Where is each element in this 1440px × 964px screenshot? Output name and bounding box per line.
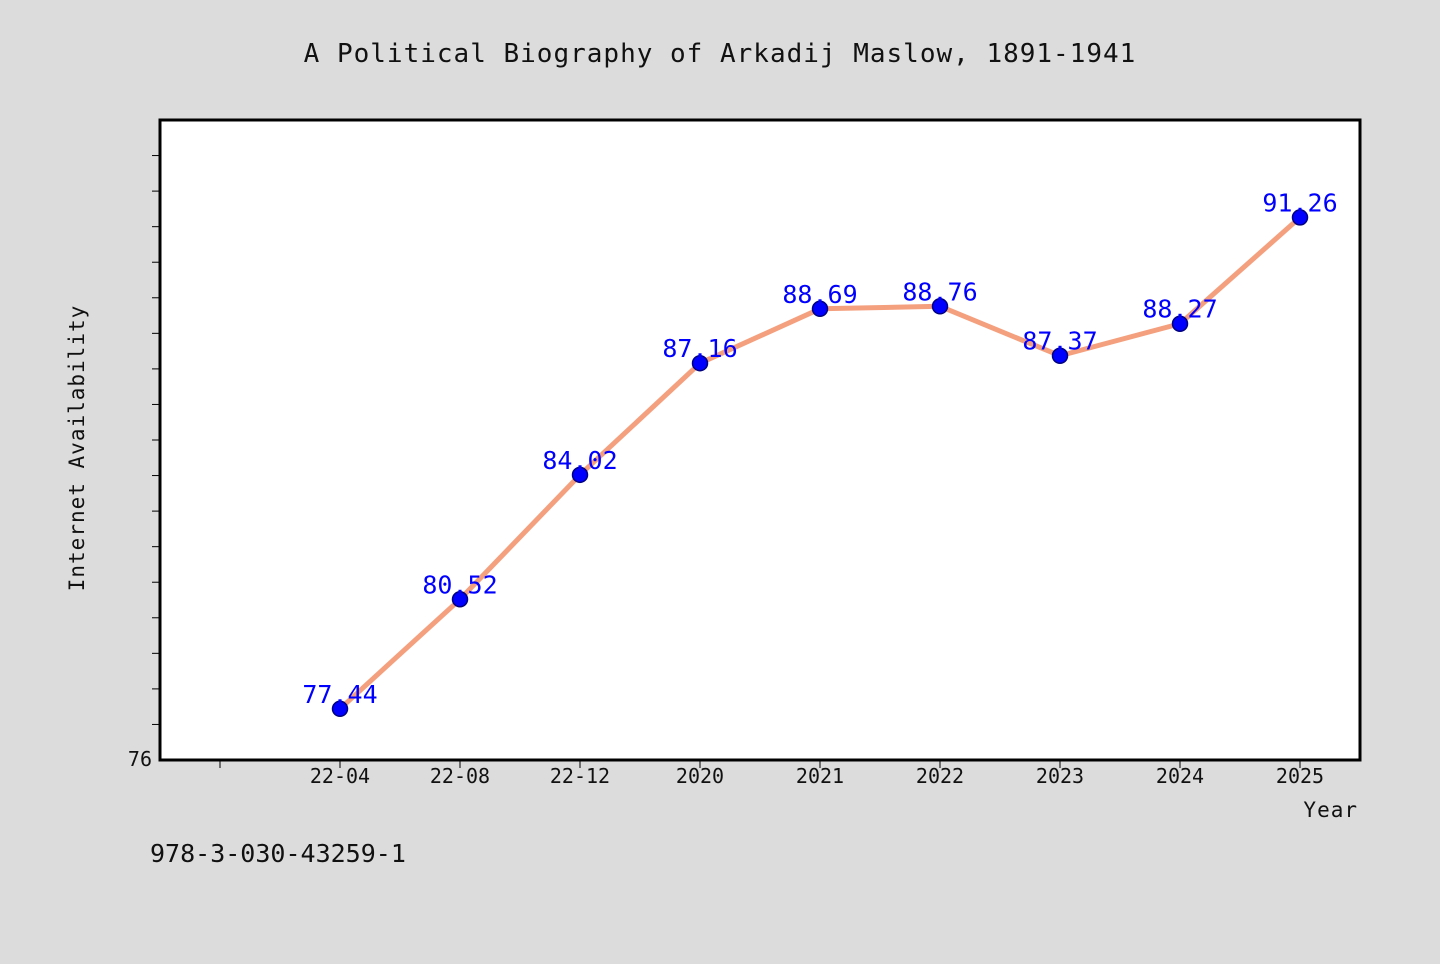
y-tick-label: 76 bbox=[128, 747, 152, 771]
x-tick-label: 2021 bbox=[796, 764, 844, 788]
footnote-isbn: 978-3-030-43259-1 bbox=[150, 839, 406, 868]
x-tick-label: 22-08 bbox=[430, 764, 490, 788]
data-point bbox=[931, 298, 949, 315]
data-point bbox=[1171, 315, 1189, 332]
x-tick-label: 22-04 bbox=[310, 764, 370, 788]
data-label: 88.69 bbox=[782, 280, 857, 309]
x-axis-label: Year bbox=[1303, 798, 1358, 822]
data-label: 88.27 bbox=[1142, 295, 1217, 324]
data-point bbox=[1291, 209, 1309, 226]
x-tick-label: 2020 bbox=[676, 764, 724, 788]
data-label: 80.52 bbox=[422, 570, 497, 599]
data-label: 88.76 bbox=[902, 277, 977, 306]
y-axis-label: Internet Availability bbox=[65, 305, 89, 592]
x-tick-label: 2025 bbox=[1276, 764, 1324, 788]
data-point bbox=[451, 591, 469, 608]
data-point bbox=[811, 300, 829, 318]
data-label: 87.37 bbox=[1022, 327, 1097, 356]
data-point bbox=[331, 700, 349, 718]
data-point bbox=[1051, 347, 1069, 364]
x-axis-ticks: 22-04 22-08 22-12 2020 2021 2022 2023 2024 2025 bbox=[219, 760, 1324, 788]
x-tick-label: 2022 bbox=[916, 764, 964, 788]
y-axis-ticks: 76 bbox=[128, 155, 160, 771]
data-label: 84.02 bbox=[542, 446, 617, 475]
data-point bbox=[571, 466, 589, 484]
data-label: 91.26 bbox=[1262, 188, 1337, 217]
x-tick-label: 22-12 bbox=[550, 764, 610, 788]
data-label: 77.44 bbox=[302, 680, 377, 709]
x-tick-label: 2023 bbox=[1036, 764, 1084, 788]
x-tick-label: 2024 bbox=[1156, 764, 1204, 788]
series-layer: 77.44 80.52 84.02 87.16 88.69 88.76 87.37 88.27… bbox=[302, 188, 1338, 718]
plot-area bbox=[158, 118, 1362, 762]
data-label: 87.16 bbox=[662, 334, 737, 363]
chart-title: A Political Biography of Arkadij Maslow,… bbox=[304, 39, 1137, 69]
data-point bbox=[691, 354, 709, 372]
